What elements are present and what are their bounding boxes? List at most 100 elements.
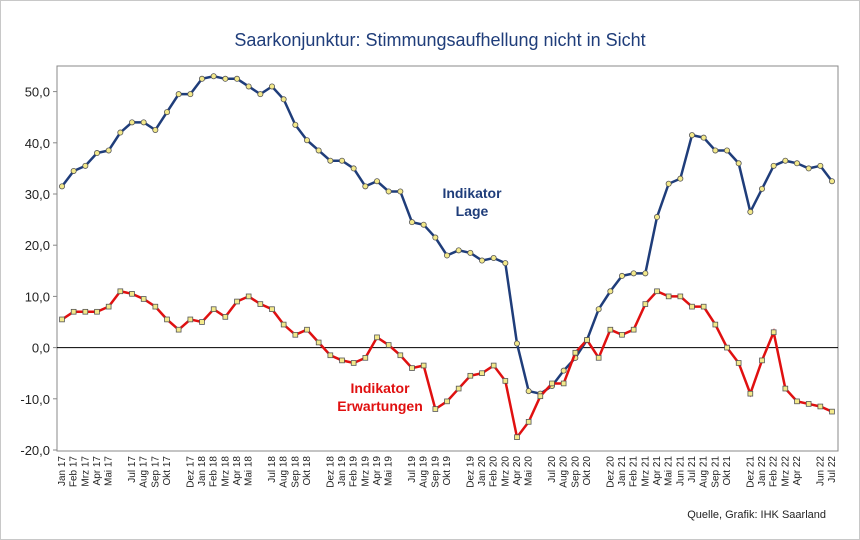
- point: [747, 208, 754, 215]
- x-tick-label: Dez 17: [185, 456, 196, 488]
- point: [584, 337, 590, 343]
- x-tick-label: Sep 17: [150, 456, 161, 488]
- point: [514, 434, 520, 440]
- x-tick-label: Jan 19: [337, 456, 348, 486]
- point: [479, 370, 485, 376]
- point: [245, 293, 252, 300]
- x-tick-label: Mrz 17: [80, 456, 91, 487]
- x-tick-label: Feb 19: [349, 456, 360, 488]
- x-tick-label: Jul 17: [127, 456, 138, 483]
- point: [735, 160, 742, 167]
- point: [630, 270, 637, 277]
- point: [362, 355, 369, 361]
- y-tick-label: 20,0: [25, 238, 50, 253]
- point: [152, 127, 159, 134]
- x-tick-label: Apr 19: [372, 456, 383, 486]
- annotation: Indikator: [350, 380, 410, 396]
- x-tick-label: Mrz 20: [500, 456, 511, 487]
- point: [362, 183, 369, 190]
- x-tick-label: Jan 18: [197, 456, 208, 486]
- x-tick-label: Mrz 22: [780, 456, 791, 487]
- x-tick-label: Okt 18: [302, 456, 313, 486]
- y-tick-label: -10,0: [20, 392, 50, 407]
- point: [129, 291, 135, 297]
- x-tick-label: Apr 22: [792, 456, 803, 486]
- point: [385, 188, 392, 195]
- x-tick-label: Apr 20: [512, 456, 523, 486]
- point: [105, 303, 112, 310]
- point: [397, 188, 404, 195]
- point: [94, 308, 100, 315]
- point: [187, 91, 194, 98]
- x-tick-label: Feb 20: [489, 456, 500, 488]
- point: [595, 355, 602, 361]
- y-tick-label: 30,0: [25, 187, 50, 202]
- point: [140, 296, 147, 302]
- point: [198, 75, 205, 82]
- point: [595, 306, 602, 313]
- point: [59, 316, 65, 323]
- point: [817, 403, 824, 410]
- point: [455, 385, 462, 392]
- point: [140, 119, 147, 126]
- point: [689, 132, 696, 139]
- x-tick-label: Okt 20: [582, 456, 593, 486]
- annotation: Indikator: [442, 185, 502, 201]
- y-tick-label: -20,0: [20, 443, 50, 458]
- x-tick-label: Mai 21: [664, 456, 675, 486]
- point: [327, 352, 334, 359]
- point: [490, 254, 497, 261]
- point: [432, 234, 439, 241]
- point: [280, 321, 287, 328]
- point: [549, 380, 555, 387]
- x-tick-label: Jan 22: [757, 456, 768, 486]
- x-tick-label: Dez 18: [325, 456, 336, 488]
- x-tick-label: Okt 21: [722, 456, 733, 486]
- point: [222, 314, 229, 320]
- point: [210, 306, 217, 312]
- x-tick-label: Jul 19: [407, 456, 418, 483]
- point: [770, 162, 777, 169]
- point: [117, 129, 124, 136]
- point: [630, 326, 637, 333]
- point: [292, 331, 299, 338]
- x-tick-label: Dez 20: [605, 456, 616, 488]
- point: [128, 119, 135, 126]
- point: [338, 157, 345, 164]
- point: [724, 344, 730, 351]
- x-tick-label: Mrz 21: [640, 456, 651, 487]
- point: [210, 73, 217, 80]
- point: [794, 398, 800, 405]
- y-tick-label: 10,0: [25, 289, 50, 304]
- x-tick-label: Sep 20: [570, 456, 581, 488]
- point: [222, 75, 229, 82]
- x-tick-label: Okt 17: [162, 456, 173, 486]
- x-tick-label: Sep 21: [710, 456, 721, 488]
- point: [455, 247, 462, 254]
- point: [303, 137, 310, 144]
- point: [514, 340, 521, 347]
- point: [665, 180, 672, 187]
- y-tick-label: 50,0: [25, 85, 50, 100]
- point: [233, 75, 240, 82]
- point: [770, 329, 777, 336]
- x-tick-label: Feb 18: [209, 456, 220, 488]
- y-tick-label: 40,0: [25, 136, 50, 151]
- x-tick-label: Mai 19: [384, 456, 395, 486]
- chart-title: Saarkonjunktur: Stimmungsaufhellung nich…: [234, 30, 645, 50]
- x-tick-label: Feb 17: [69, 456, 80, 488]
- point: [677, 293, 684, 300]
- point: [805, 401, 812, 407]
- point: [327, 157, 334, 164]
- point: [292, 121, 299, 128]
- point: [689, 303, 695, 310]
- plot-area: [56, 65, 839, 452]
- x-tick-label: Jun 21: [675, 456, 686, 486]
- point: [654, 214, 661, 221]
- point: [817, 162, 824, 169]
- x-tick-label: Apr 21: [652, 456, 663, 486]
- point: [117, 288, 124, 295]
- point: [409, 365, 415, 371]
- point: [187, 316, 194, 323]
